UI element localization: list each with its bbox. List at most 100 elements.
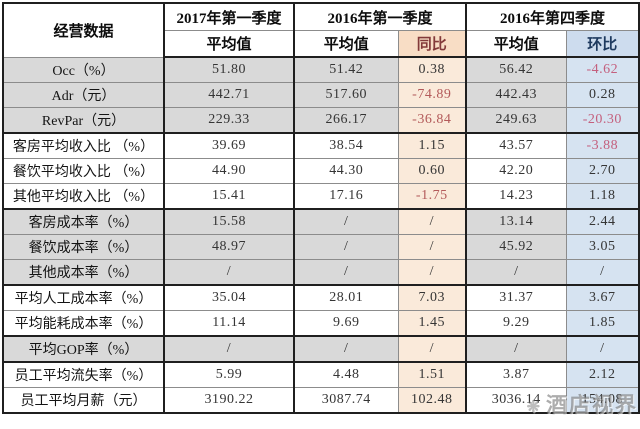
mom-cell: / — [565, 259, 640, 286]
avg-2016q1-cell: / — [293, 208, 399, 235]
row-label: Adr（元） — [2, 82, 165, 108]
avg-2017q1-cell: 39.69 — [163, 132, 295, 159]
avg-2016q4-cell: 42.20 — [465, 158, 567, 184]
mom-cell: -4.62 — [565, 56, 640, 83]
col-group-2017q1: 2017年第一季度 — [163, 2, 295, 31]
yoy-cell: 1.45 — [397, 310, 468, 337]
yoy-cell: 7.03 — [397, 284, 468, 311]
mom-cell: 1.85 — [565, 310, 640, 337]
mom-cell: 1.18 — [565, 183, 640, 210]
mom-cell: -20.30 — [565, 107, 640, 134]
avg-2017q1-cell: 229.33 — [163, 107, 295, 134]
header-sub-row: 平均值 平均值 同比 平均值 环比 — [3, 30, 640, 58]
table-row: 其他成本率（%） / / / / / — [2, 259, 640, 286]
mom-cell: -3.88 — [565, 132, 640, 159]
mom-cell: 154.08 — [565, 387, 640, 414]
row-label: 餐饮平均收入比 （%） — [2, 158, 165, 184]
row-label: Occ（%） — [2, 56, 165, 83]
table-row: 平均人工成本率（%） 35.04 28.01 7.03 31.37 3.67 — [2, 284, 640, 311]
yoy-cell: -74.89 — [397, 82, 468, 108]
yoy-cell: / — [397, 259, 468, 286]
row-label: 客房平均收入比 （%） — [2, 132, 165, 159]
yoy-cell: 102.48 — [397, 387, 468, 414]
table-row: RevPar（元） 229.33 266.17 -36.84 249.63 -2… — [2, 107, 640, 134]
table-row: Occ（%） 51.80 51.42 0.38 56.42 -4.62 — [2, 56, 640, 83]
avg-2017q1-cell: 11.14 — [163, 310, 295, 337]
avg-2017q1-cell: 35.04 — [163, 284, 295, 311]
table-title: 经营数据 — [2, 2, 165, 58]
table-row: 客房平均收入比 （%） 39.69 38.54 1.15 43.57 -3.88 — [2, 132, 640, 159]
avg-2017q1-cell: / — [163, 259, 295, 286]
avg-2016q4-cell: 13.14 — [465, 208, 567, 235]
row-label: 客房成本率（%） — [2, 208, 165, 235]
row-label: 其他平均收入比 （%） — [2, 183, 165, 210]
subheader-avg-2016q1: 平均值 — [293, 30, 399, 58]
avg-2016q4-cell: 45.92 — [465, 234, 567, 260]
avg-2016q1-cell: / — [293, 259, 399, 286]
header-group-row: 经营数据 2017年第一季度 2016年第一季度 2016年第四季度 — [2, 2, 640, 58]
mom-cell: 2.12 — [565, 361, 640, 388]
avg-2017q1-cell: 51.80 — [163, 56, 295, 83]
subheader-yoy: 同比 — [397, 30, 468, 58]
avg-2016q4-cell: 56.42 — [465, 56, 567, 83]
yoy-cell: / — [397, 208, 468, 235]
avg-2016q1-cell: 4.48 — [293, 361, 399, 388]
row-label: 平均能耗成本率（%） — [2, 310, 165, 337]
mom-cell: 3.67 — [565, 284, 640, 311]
avg-2016q1-cell: 44.30 — [293, 158, 399, 184]
yoy-cell: / — [397, 234, 468, 260]
avg-2016q4-cell: 14.23 — [465, 183, 567, 210]
avg-2016q4-cell: 442.43 — [465, 82, 567, 108]
yoy-cell: 1.15 — [397, 132, 468, 159]
avg-2016q4-cell: / — [465, 335, 567, 363]
mom-cell: 2.44 — [565, 208, 640, 235]
avg-2016q1-cell: 9.69 — [293, 310, 399, 337]
col-group-2016q4: 2016年第四季度 — [465, 2, 640, 31]
row-label: 平均人工成本率（%） — [2, 284, 165, 311]
table-row: 员工平均流失率（%） 5.99 4.48 1.51 3.87 2.12 — [2, 361, 640, 388]
avg-2016q4-cell: 3036.14 — [465, 387, 567, 414]
mom-cell: 2.70 — [565, 158, 640, 184]
table-row: 员工平均月薪（元） 3190.22 3087.74 102.48 3036.14… — [2, 387, 640, 414]
avg-2016q1-cell: 51.42 — [293, 56, 399, 83]
avg-2017q1-cell: 5.99 — [163, 361, 295, 388]
avg-2017q1-cell: 48.97 — [163, 234, 295, 260]
operating-data-table: 经营数据 2017年第一季度 2016年第一季度 2016年第四季度 平均值 平… — [2, 2, 640, 414]
avg-2016q4-cell: 3.87 — [465, 361, 567, 388]
row-label: 平均GOP率（%） — [2, 335, 165, 363]
row-label: 其他成本率（%） — [2, 259, 165, 286]
avg-2016q1-cell: 28.01 — [293, 284, 399, 311]
avg-2017q1-cell: / — [163, 335, 295, 363]
table-row: 客房成本率（%） 15.58 / / 13.14 2.44 — [2, 208, 640, 235]
mom-cell: 0.28 — [565, 82, 640, 108]
avg-2016q1-cell: / — [293, 335, 399, 363]
table-row: 其他平均收入比 （%） 15.41 17.16 -1.75 14.23 1.18 — [2, 183, 640, 210]
avg-2016q1-cell: / — [293, 234, 399, 260]
yoy-cell: -36.84 — [397, 107, 468, 134]
avg-2016q1-cell: 17.16 — [293, 183, 399, 210]
yoy-cell: 0.60 — [397, 158, 468, 184]
row-label: 员工平均月薪（元） — [2, 387, 165, 414]
avg-2016q1-cell: 266.17 — [293, 107, 399, 134]
row-label: 餐饮成本率（%） — [2, 234, 165, 260]
avg-2017q1-cell: 442.71 — [163, 82, 295, 108]
avg-2016q1-cell: 517.60 — [293, 82, 399, 108]
avg-2016q4-cell: / — [465, 259, 567, 286]
avg-2016q4-cell: 31.37 — [465, 284, 567, 311]
avg-2016q4-cell: 43.57 — [465, 132, 567, 159]
avg-2016q4-cell: 9.29 — [465, 310, 567, 337]
row-label: 员工平均流失率（%） — [2, 361, 165, 388]
table-row: 餐饮平均收入比 （%） 44.90 44.30 0.60 42.20 2.70 — [2, 158, 640, 184]
yoy-cell: / — [397, 335, 468, 363]
subheader-mom: 环比 — [565, 30, 640, 58]
subheader-avg-2017q1: 平均值 — [163, 30, 295, 58]
mom-cell: 3.05 — [565, 234, 640, 260]
col-group-2016q1: 2016年第一季度 — [293, 2, 468, 31]
avg-2017q1-cell: 3190.22 — [163, 387, 295, 414]
yoy-cell: -1.75 — [397, 183, 468, 210]
avg-2017q1-cell: 44.90 — [163, 158, 295, 184]
table-row: 平均能耗成本率（%） 11.14 9.69 1.45 9.29 1.85 — [2, 310, 640, 337]
yoy-cell: 0.38 — [397, 56, 468, 83]
yoy-cell: 1.51 — [397, 361, 468, 388]
